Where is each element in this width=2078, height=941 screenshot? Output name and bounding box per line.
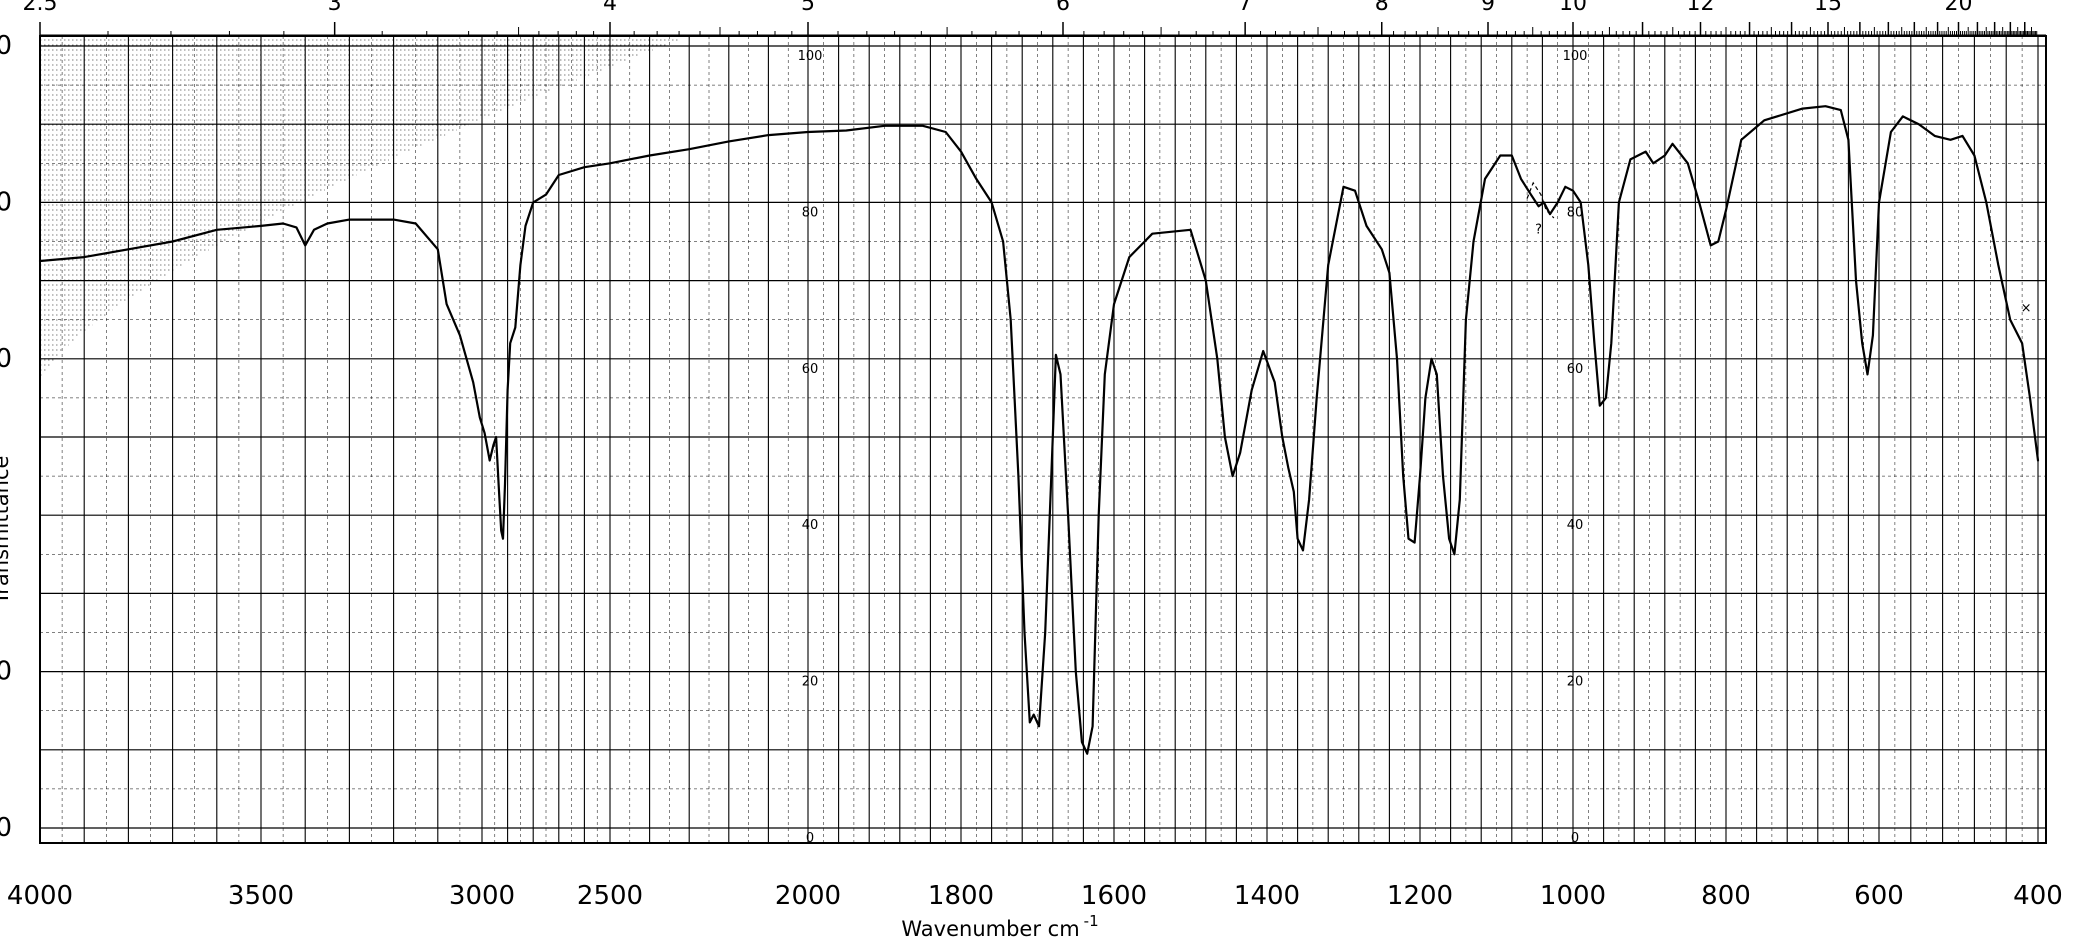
top-axis-ticks	[39, 22, 2046, 36]
y-tick-label: 0	[0, 31, 12, 61]
x-tick-label: 1800	[928, 881, 994, 911]
major-grid	[39, 36, 2046, 843]
x-tick-label: 2500	[577, 881, 643, 911]
inner-scale-label: 80	[1567, 205, 1584, 220]
x-tick-label: 400	[2013, 881, 2063, 911]
inner-scale-label: 20	[1567, 675, 1584, 690]
top-tick-label: 7	[1238, 0, 1252, 16]
y-tick-label: 0	[0, 344, 12, 374]
x-tick-label: 3000	[449, 881, 515, 911]
inner-scale-label: 40	[1567, 518, 1584, 533]
x-tick-label: 1200	[1387, 881, 1453, 911]
x-tick-label: 600	[1854, 881, 1904, 911]
x-axis-tick-labels: 4000 3500 3000 2500 2000 1800 1600 1400 1200 1000…	[7, 881, 2063, 911]
plot-frame	[39, 35, 2047, 844]
annotation-mark: ×	[2021, 301, 2032, 316]
x-axis-title-text: Wavenumber cm	[901, 917, 1079, 941]
inner-scale-label: 80	[802, 205, 819, 220]
y-tick-label: 0	[0, 657, 12, 687]
top-tick-label: 6	[1056, 0, 1070, 16]
minor-grid	[40, 36, 2046, 843]
x-tick-label: 3500	[228, 881, 294, 911]
y-tick-label: 0	[0, 187, 12, 217]
top-tick-label: 15	[1814, 0, 1842, 16]
spectrum-series-line	[38, 105, 2040, 755]
annotation-mark: ?	[1535, 223, 1542, 238]
x-tick-label: 2000	[775, 881, 841, 911]
inner-scale-label: 60	[1567, 362, 1584, 377]
top-tick-label: 8	[1375, 0, 1389, 16]
top-tick-label: 20	[1945, 0, 1973, 16]
inner-scale-label: 20	[802, 675, 819, 690]
inner-scale-label: 0	[1571, 831, 1579, 846]
y-axis-title: Transmittance	[0, 456, 13, 606]
inner-scale-label: 60	[802, 362, 819, 377]
x-tick-label: 1400	[1234, 881, 1300, 911]
x-tick-label: 800	[1701, 881, 1751, 911]
inner-scale-label: 40	[802, 518, 819, 533]
x-axis-title: Wavenumber cm -1	[901, 912, 1098, 941]
top-tick-label: 10	[1559, 0, 1587, 16]
top-tick-label: 3	[328, 0, 342, 16]
x-tick-label: 1600	[1081, 881, 1147, 911]
top-tick-label: 5	[801, 0, 815, 16]
top-tick-label: 12	[1687, 0, 1715, 16]
y-axis-tick-labels: 0 0 0 0 0	[0, 31, 12, 843]
inner-scale-label: 100	[798, 49, 823, 64]
x-tick-label: 4000	[7, 881, 73, 911]
inner-transmittance-scales: 100 80 60 40 20 0 100 80 60 40 20 0	[798, 49, 1588, 846]
top-tick-label: 9	[1481, 0, 1495, 16]
alternate-trace	[1526, 181, 1555, 219]
chart-annotations: ?×	[1526, 181, 2032, 316]
top-tick-label: 2.5	[23, 0, 58, 16]
inner-scale-label: 0	[806, 831, 814, 846]
top-axis-labels: 2.5 3 4 5 6 7 8 9 10 12 15 20	[23, 0, 1973, 16]
x-tick-label: 1000	[1540, 881, 1606, 911]
inner-scale-label: 100	[1563, 49, 1588, 64]
top-tick-label: 4	[603, 0, 617, 16]
y-tick-label: 0	[0, 813, 12, 843]
x-axis-title-superscript: -1	[1084, 912, 1099, 930]
